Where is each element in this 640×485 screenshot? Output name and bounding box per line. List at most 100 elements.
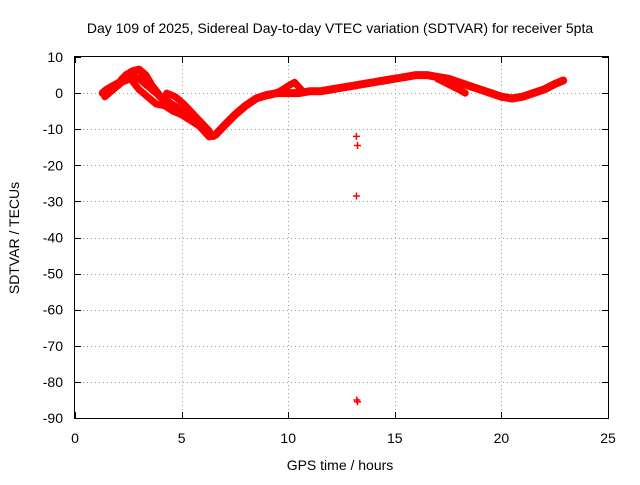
data-point-marker [491, 91, 498, 98]
data-point [126, 71, 134, 79]
data-point [297, 85, 305, 93]
data-series [352, 132, 361, 406]
data-point [143, 93, 151, 101]
data-point-marker [270, 90, 277, 97]
data-point-marker [194, 115, 201, 122]
data-point [143, 82, 151, 90]
data-point-marker [228, 115, 235, 122]
data-point [210, 132, 218, 140]
data-point [353, 398, 361, 406]
data-point [444, 80, 452, 88]
data-point-marker [183, 103, 190, 110]
data-point [551, 80, 559, 88]
x-tick-label: 25 [600, 430, 616, 446]
y-tick-label: -30 [43, 193, 63, 209]
data-point [327, 85, 335, 93]
data-point [135, 85, 143, 93]
data-point-marker [484, 88, 491, 95]
data-point [118, 75, 126, 83]
grid-lines [75, 57, 608, 418]
data-point [291, 78, 299, 86]
y-tick-label: 10 [47, 49, 63, 65]
data-point [141, 71, 149, 79]
data-point-marker [523, 92, 530, 99]
data-point-marker [218, 125, 225, 132]
data-point [109, 85, 117, 93]
data-point-marker [133, 74, 140, 81]
data-series [163, 89, 213, 135]
data-point-marker [452, 84, 459, 91]
data-point-marker [224, 118, 231, 125]
data-point [186, 114, 194, 122]
x-axis-title: GPS time / hours [287, 457, 394, 473]
data-point [152, 100, 160, 108]
x-tick-label: 15 [387, 430, 403, 446]
data-point [359, 80, 367, 88]
data-point [242, 102, 250, 110]
data-point-marker [249, 97, 256, 104]
data-point [220, 122, 228, 130]
data-points [98, 65, 568, 406]
data-point [401, 73, 409, 81]
data-point [465, 82, 473, 90]
data-point [135, 66, 143, 74]
data-point-marker [480, 87, 487, 94]
data-point [352, 132, 360, 140]
data-point-marker [192, 112, 199, 119]
data-point-marker [133, 82, 140, 89]
data-point [135, 75, 143, 83]
data-point [423, 71, 431, 79]
data-point-marker [130, 79, 137, 86]
data-point-marker [273, 89, 280, 96]
data-point-marker [533, 88, 540, 95]
data-point-marker [169, 92, 176, 99]
data-point-marker [124, 73, 131, 80]
data-point [284, 82, 292, 90]
x-tick-label: 20 [494, 430, 510, 446]
x-tick-label: 0 [71, 430, 79, 446]
y-tick-label: -70 [43, 338, 63, 354]
data-point-marker [473, 85, 480, 92]
y-tick-label: -20 [43, 157, 63, 173]
data-point [306, 87, 314, 95]
data-point [205, 127, 213, 135]
data-point-marker [441, 79, 448, 86]
data-point [559, 76, 567, 84]
data-point [101, 93, 109, 101]
data-point-marker [557, 78, 564, 85]
data-point [171, 93, 179, 101]
data-point-marker [469, 84, 476, 91]
data-point [369, 78, 377, 86]
data-point [267, 91, 275, 99]
data-point [412, 71, 420, 79]
y-tick-label: -40 [43, 230, 63, 246]
tick-labels: 0 5 10 15 20 25 10 0 -10 -20 -30 -40 -50 -60 -70 -80 -90 [43, 49, 616, 446]
y-tick-label: -90 [43, 410, 63, 426]
data-point-marker [200, 121, 207, 128]
data-point [152, 89, 160, 97]
data-point-marker [246, 100, 253, 107]
data-point-marker [239, 105, 246, 112]
data-point-marker [462, 81, 469, 88]
data-point-marker [548, 82, 555, 89]
data-series [259, 78, 305, 101]
data-point-marker [130, 73, 137, 80]
data-point-marker [166, 91, 173, 98]
data-point-marker [448, 82, 455, 89]
data-point [352, 192, 360, 200]
data-point [508, 95, 516, 103]
data-point [252, 95, 260, 103]
data-point [391, 75, 399, 83]
data-series [433, 75, 469, 97]
data-point [197, 118, 205, 126]
y-tick-label: -80 [43, 374, 63, 390]
data-point [180, 100, 188, 108]
data-point [487, 89, 495, 97]
y-tick-label: -10 [43, 121, 63, 137]
chart-title: Day 109 of 2025, Sidereal Day-to-day VTE… [87, 20, 594, 36]
data-point [163, 89, 171, 97]
y-axis-title: SDTVAR / TECUs [6, 182, 22, 294]
data-point [259, 93, 267, 101]
data-point [188, 109, 196, 117]
